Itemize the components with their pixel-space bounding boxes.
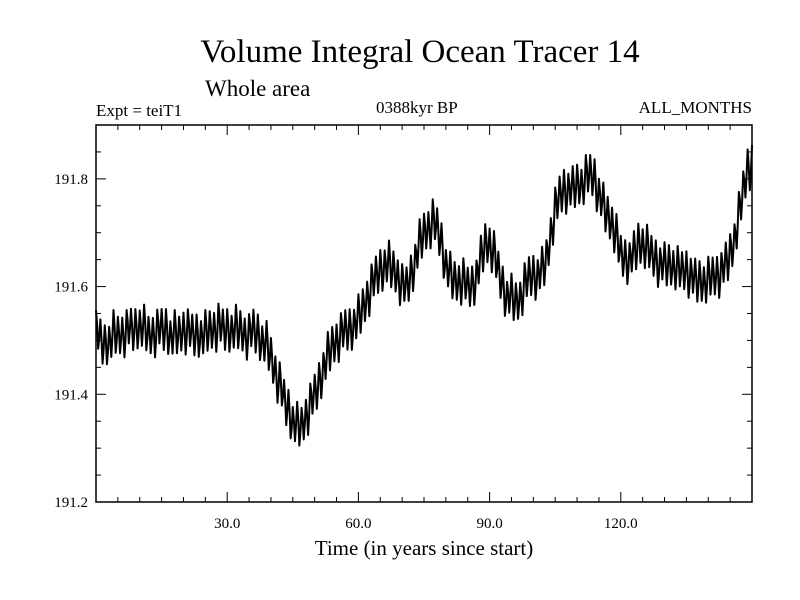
chart-subtitle: Whole area — [205, 76, 311, 101]
chart-title: Volume Integral Ocean Tracer 14 — [200, 34, 640, 70]
y-tick-label: 191.6 — [54, 280, 88, 296]
plot-frame — [95, 124, 753, 503]
x-tick-label: 60.0 — [345, 516, 371, 532]
x-axis-label: Time (in years since start) — [315, 536, 534, 560]
x-tick-label: 120.0 — [604, 516, 638, 532]
y-tick-label: 191.2 — [54, 495, 88, 511]
y-tick-label: 191.8 — [54, 172, 88, 188]
x-tick-label: 90.0 — [476, 516, 502, 532]
series-line — [95, 144, 753, 447]
months-label: ALL_MONTHS — [638, 98, 752, 117]
period-label: 0388kyr BP — [376, 98, 458, 117]
y-tick-label: 191.4 — [54, 387, 88, 403]
experiment-label: Expt = teiT1 — [96, 101, 183, 120]
x-tick-label: 30.0 — [214, 516, 240, 532]
